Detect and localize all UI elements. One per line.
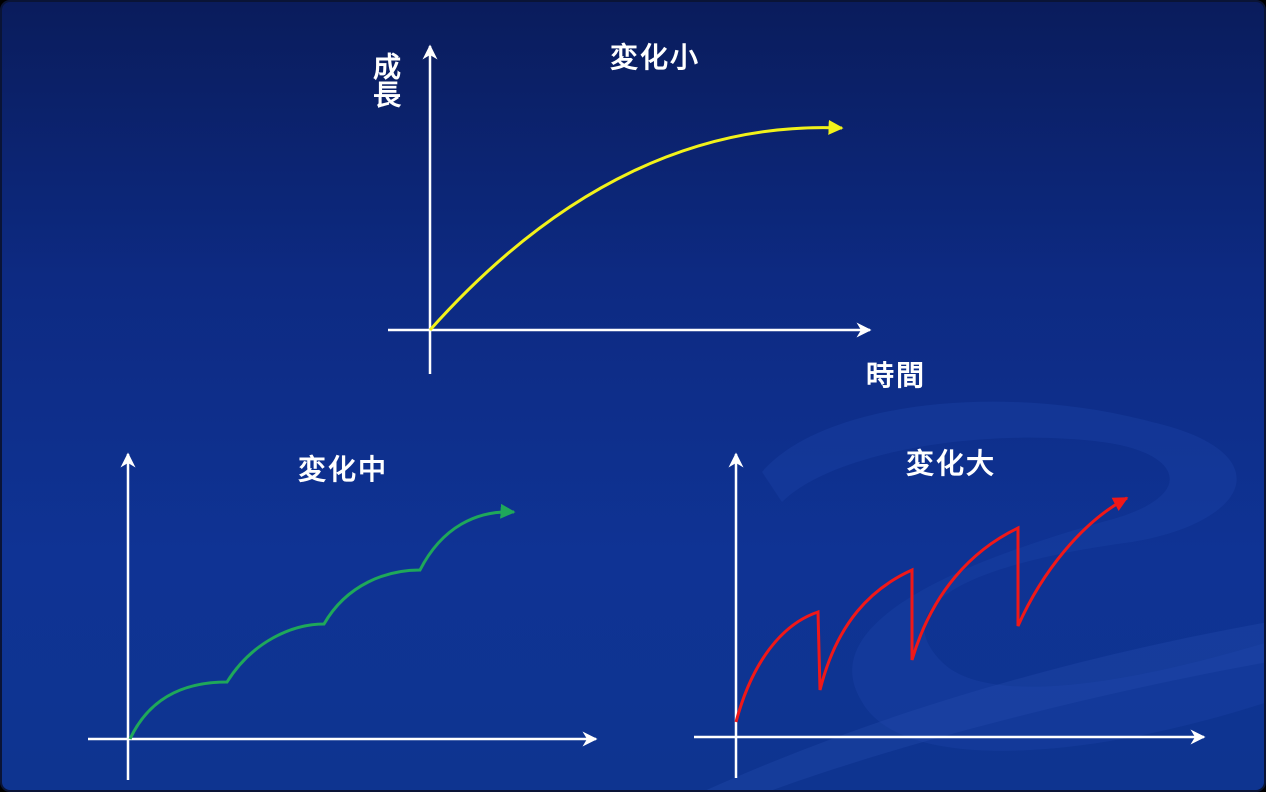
small-x-axis-label: 時間 <box>866 359 927 392</box>
panel-small <box>388 44 872 374</box>
panel-large <box>694 452 1206 778</box>
medium-growth-curve <box>128 503 516 740</box>
medium-title: 変化中 <box>298 453 389 486</box>
panel-medium <box>88 452 598 780</box>
large-growth-curve <box>734 496 1129 723</box>
large-title: 変化大 <box>906 447 997 480</box>
small-y-axis-label: 成長 <box>369 52 402 108</box>
small-title: 変化小 <box>610 41 701 74</box>
small-growth-curve <box>428 119 844 331</box>
